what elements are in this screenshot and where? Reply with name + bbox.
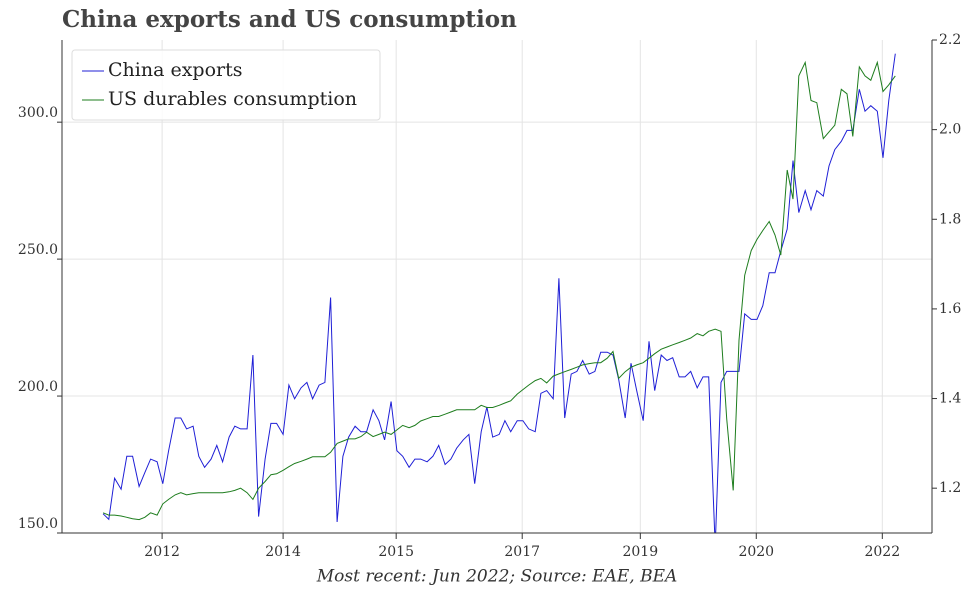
y2-tick-label: 1.8 (939, 211, 961, 227)
axes: 150.0 200.0 250.0 300.0 1.2 1.4 1.6 1.8 2.0 2.2 20… (18, 32, 961, 560)
footnote: Most recent: Jun 2022; Source: EAE, BEA (316, 567, 678, 587)
series-line (102, 53, 896, 533)
y-tick-label: 300.0 (18, 105, 58, 121)
chart-title: China exports and US consumption (62, 6, 517, 33)
y2-tick-label: 2.2 (939, 32, 961, 48)
x-tick-label: 2020 (738, 544, 774, 560)
y2-tick-label: 1.6 (939, 301, 961, 317)
x-tick-label: 2019 (622, 544, 658, 560)
plot-area (102, 53, 896, 533)
y2-tick-label: 1.2 (939, 480, 961, 496)
legend-label: US durables consumption (108, 88, 357, 110)
y-tick-label: 200.0 (18, 379, 58, 395)
legend: China exports US durables consumption (71, 49, 381, 121)
y-tick-label: 150.0 (18, 516, 58, 532)
x-tick-label: 2017 (504, 544, 540, 560)
y2-tick-label: 2.0 (939, 122, 961, 138)
y2-tick-label: 1.4 (939, 391, 961, 407)
y-tick-label: 250.0 (18, 242, 58, 258)
x-tick-label: 2015 (378, 544, 414, 560)
legend-label: China exports (108, 59, 242, 81)
series-line (102, 60, 896, 521)
grid (62, 40, 932, 534)
legend-box (71, 49, 381, 121)
x-tick-label: 2014 (265, 544, 301, 560)
x-tick-label: 2012 (144, 544, 180, 560)
x-tick-label: 2022 (864, 544, 900, 560)
